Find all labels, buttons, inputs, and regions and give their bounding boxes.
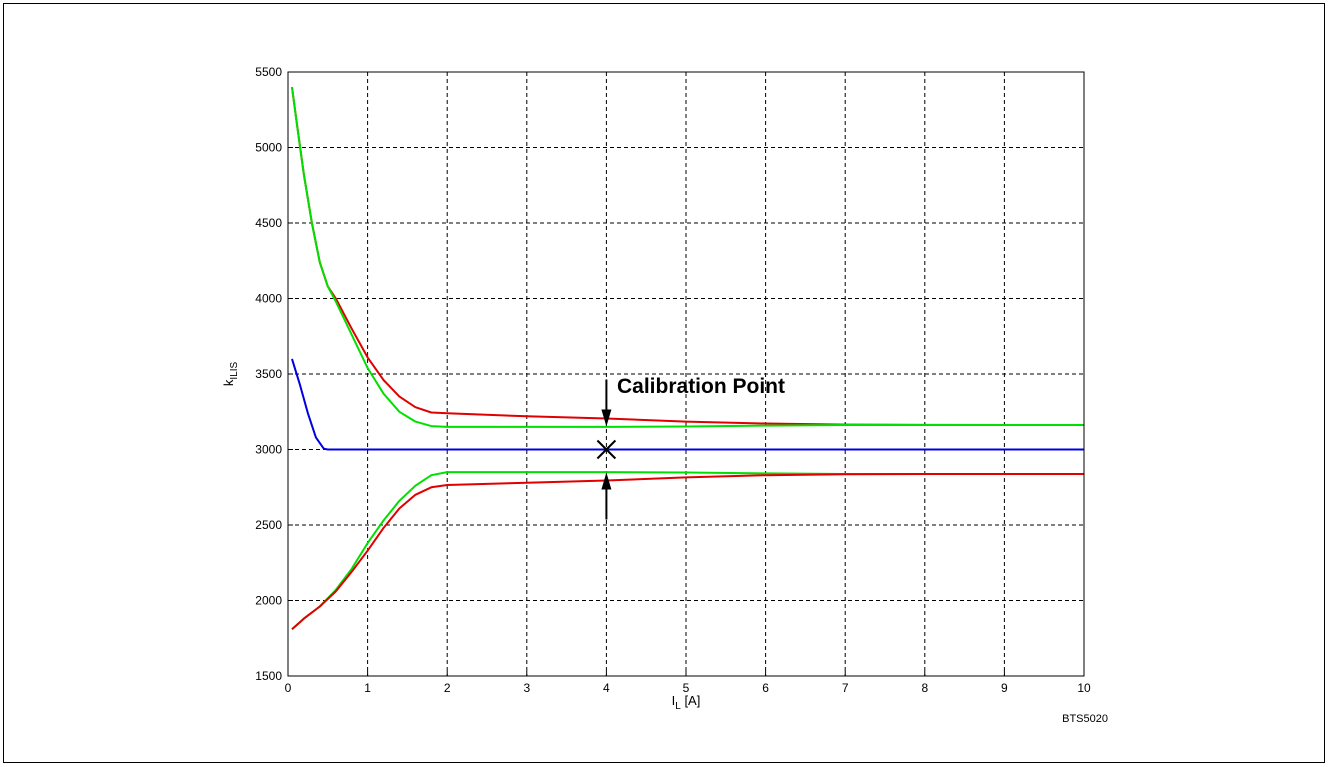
grid — [288, 72, 1084, 676]
x-tick-label: 6 — [762, 681, 769, 695]
y-axis-label-sub: ILIS — [229, 362, 240, 380]
y-tick-label: 1500 — [255, 669, 282, 683]
x-tick-label: 0 — [285, 681, 292, 695]
calibration-label: Calibration Point — [617, 375, 785, 398]
arrow-down-head — [601, 409, 612, 427]
x-tick-label: 1 — [364, 681, 371, 695]
y-tick-label: 5000 — [255, 141, 282, 155]
y-tick-label: 2500 — [255, 518, 282, 532]
x-axis-label: IL [A] — [672, 693, 701, 712]
y-tick-label: 3000 — [255, 443, 282, 457]
arrow-up-head — [601, 472, 612, 490]
x-tick-label: 8 — [921, 681, 928, 695]
x-axis-label-unit: [A] — [681, 693, 701, 708]
x-tick-label: 4 — [603, 681, 610, 695]
x-axis-label-sub: L — [675, 701, 681, 712]
series-line-3 — [291, 86, 1084, 428]
ticks: 0 1 2 3 4 5 6 7 8 9 10 1500 2000 2500 3000 3500 4000 4500… — [255, 65, 1091, 695]
calibration-marker — [596, 379, 617, 520]
y-axis-label: kILIS — [221, 362, 240, 387]
y-tick-label: 2000 — [255, 594, 282, 608]
calibration-x-mark — [596, 439, 617, 460]
y-tick-label: 3500 — [255, 367, 282, 381]
y-tick-label: 4500 — [255, 216, 282, 230]
figure-id: BTS5020 — [1062, 713, 1108, 725]
y-axis-label-main: k — [221, 379, 236, 386]
x-tick-label: 9 — [1001, 681, 1008, 695]
x-tick-label: 7 — [842, 681, 849, 695]
series-line-1 — [291, 358, 1084, 451]
series-group — [291, 86, 1084, 630]
x-tick-label: 5 — [683, 681, 690, 695]
series-line-5 — [291, 473, 1084, 630]
figure-frame — [3, 3, 1325, 763]
y-tick-label: 4000 — [255, 292, 282, 306]
x-axis-label-main: I — [672, 693, 676, 708]
x-tick-label: 2 — [444, 681, 451, 695]
x-tick-label: 10 — [1077, 681, 1091, 695]
x-tick-label: 3 — [523, 681, 530, 695]
y-tick-label: 5500 — [255, 65, 282, 79]
